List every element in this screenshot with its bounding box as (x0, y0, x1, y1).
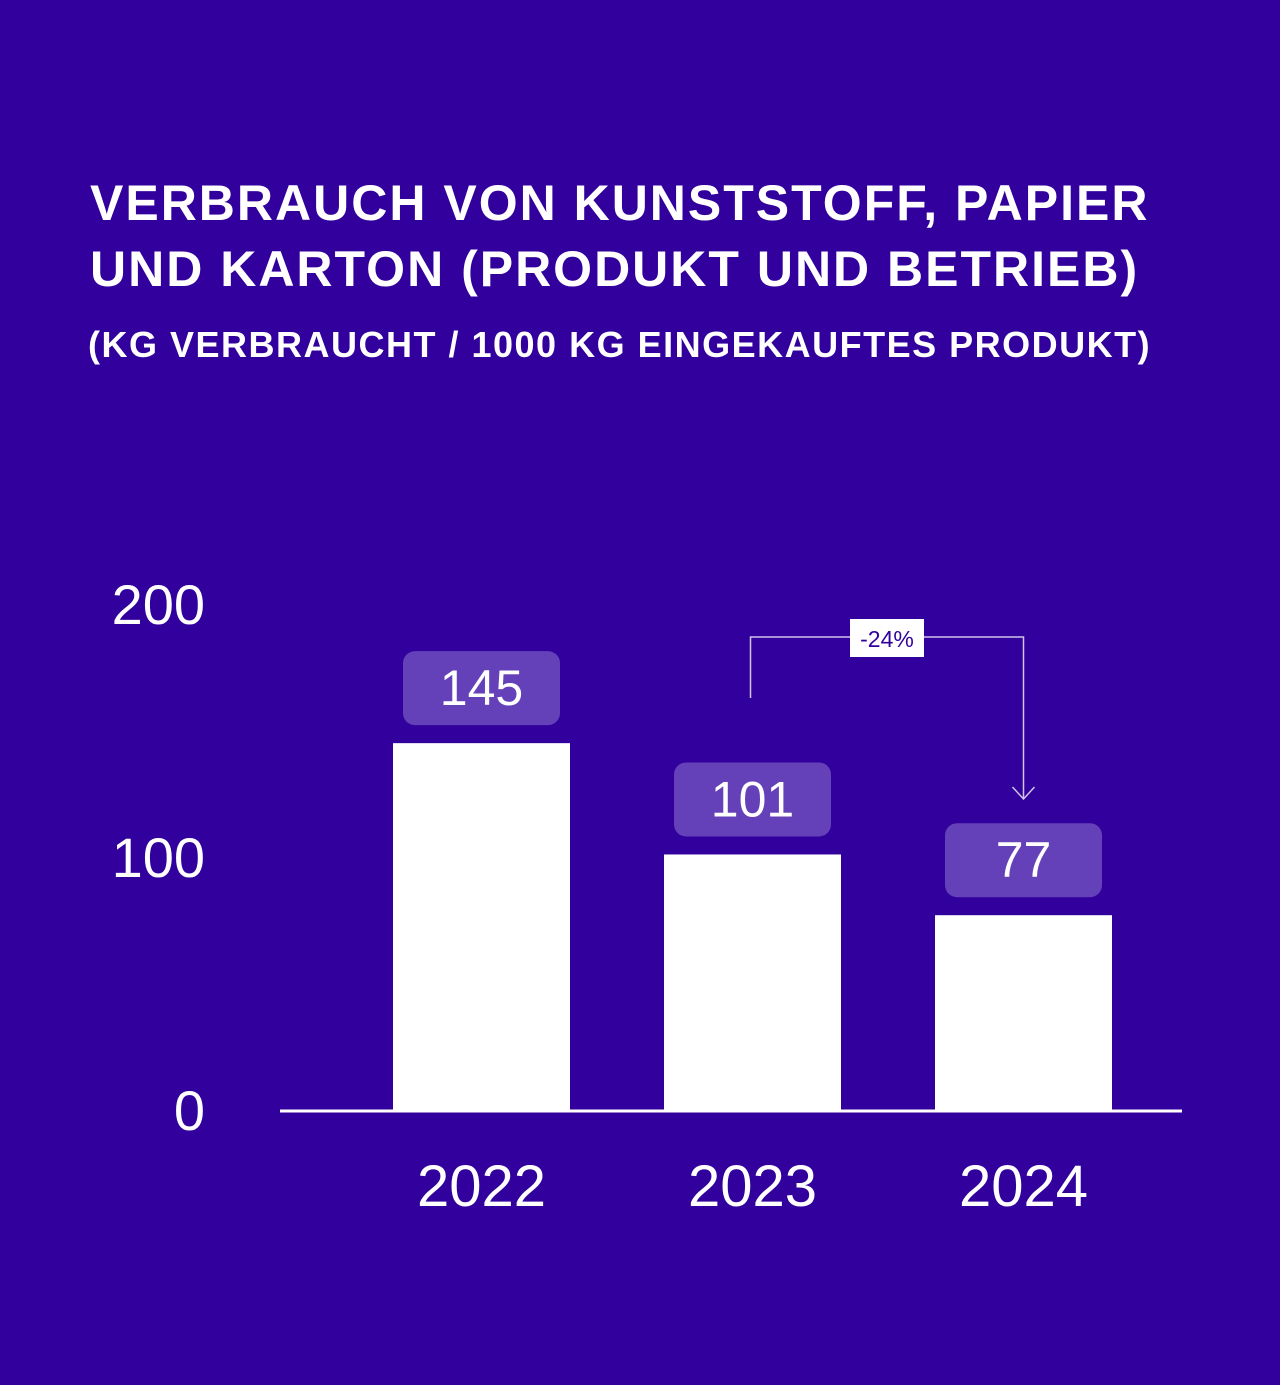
x-tick-label: 2022 (417, 1154, 546, 1219)
data-label-box (674, 762, 831, 837)
y-tick-label: 0 (174, 1079, 205, 1142)
data-label: 145 (440, 660, 523, 716)
data-label-box (945, 823, 1102, 898)
data-label: 101 (711, 771, 794, 827)
chart-title: VERBRAUCH VON KUNSTSTOFF, PAPIER UND KAR… (90, 175, 1150, 297)
y-tick-label: 100 (112, 826, 205, 889)
bar-2023 (664, 854, 841, 1110)
data-label-box (403, 651, 560, 726)
chart-subtitle: (KG VERBRAUCHT / 1000 KG EINGEKAUFTES PR… (88, 324, 1152, 365)
data-label: 77 (996, 832, 1052, 888)
annotation-arrow-head (1011, 786, 1036, 801)
y-tick-label: 200 (112, 573, 205, 636)
x-tick-label: 2023 (688, 1154, 817, 1219)
annotation-label-box (850, 619, 924, 657)
x-tick-label: 2024 (959, 1154, 1088, 1219)
annotation-label: -24% (860, 626, 914, 652)
bar-2024 (935, 915, 1112, 1110)
bar-2022 (393, 743, 570, 1110)
